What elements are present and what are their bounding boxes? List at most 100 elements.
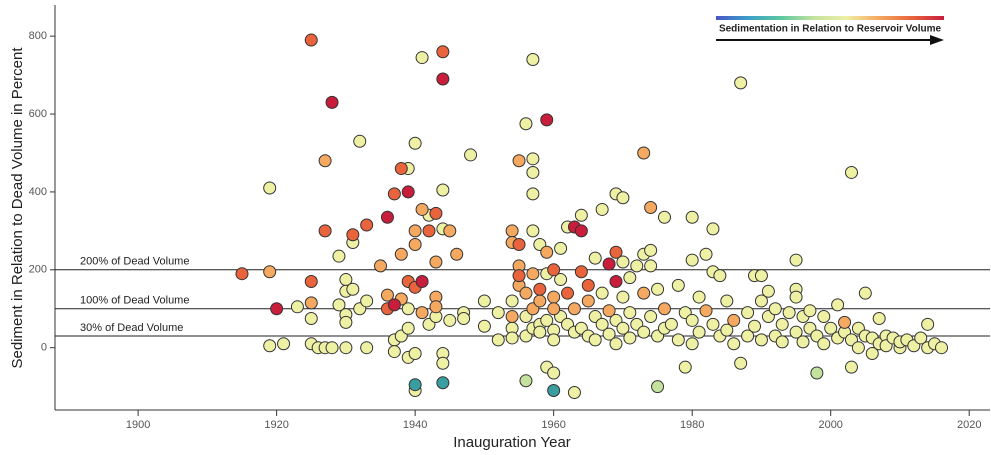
data-point (491, 306, 505, 320)
data-point (803, 304, 817, 318)
data-point (616, 321, 630, 335)
data-point (602, 304, 616, 318)
data-point (699, 304, 713, 318)
data-point (519, 117, 533, 131)
reference-label: 100% of Dead Volume (80, 295, 189, 307)
data-point (692, 290, 706, 304)
data-point (436, 45, 450, 59)
data-point (921, 317, 935, 331)
data-point (526, 53, 540, 67)
data-point (346, 228, 360, 242)
data-point (685, 337, 699, 351)
data-point (374, 259, 388, 273)
data-point (401, 185, 415, 199)
data-point (692, 325, 706, 339)
data-point (616, 290, 630, 304)
data-point (477, 319, 491, 333)
data-point (872, 311, 886, 325)
data-point (844, 360, 858, 374)
data-point (678, 360, 692, 374)
data-point (844, 165, 858, 179)
data-point (561, 286, 575, 300)
data-point (533, 325, 547, 339)
data-point (623, 331, 637, 345)
data-point (685, 210, 699, 224)
data-point (235, 267, 249, 281)
data-point (748, 319, 762, 333)
data-point (277, 337, 291, 351)
data-point (595, 202, 609, 216)
data-point (754, 294, 768, 308)
data-point (754, 333, 768, 347)
x-tick-label: 2020 (957, 419, 981, 431)
data-point (581, 294, 595, 308)
data-point (727, 337, 741, 351)
data-point (290, 300, 304, 314)
data-point (415, 51, 429, 65)
data-point (540, 245, 554, 259)
data-point (526, 152, 540, 166)
data-point (609, 274, 623, 288)
data-point (547, 290, 561, 304)
data-point (443, 313, 457, 327)
data-point (415, 202, 429, 216)
data-point (616, 191, 630, 205)
data-point (304, 296, 318, 310)
data-point (380, 288, 394, 302)
data-point (408, 136, 422, 150)
data-point (637, 325, 651, 339)
data-point (512, 237, 526, 251)
data-point (554, 241, 568, 255)
x-tick-label: 1900 (126, 419, 150, 431)
data-point (706, 317, 720, 331)
data-point (595, 317, 609, 331)
data-point (436, 356, 450, 370)
y-tick-label: 200 (29, 264, 47, 276)
reference-label: 200% of Dead Volume (80, 256, 189, 268)
data-point (623, 306, 637, 320)
data-point (595, 286, 609, 300)
data-point (408, 237, 422, 251)
data-point (796, 335, 810, 349)
data-point (838, 315, 852, 329)
data-point (304, 274, 318, 288)
data-point (304, 311, 318, 325)
data-point (318, 224, 332, 238)
data-point (457, 311, 471, 325)
data-point (741, 306, 755, 320)
data-point (526, 267, 540, 281)
data-point (810, 366, 824, 380)
y-tick-label: 600 (29, 108, 47, 120)
y-tick-label: 400 (29, 186, 47, 198)
data-point (394, 247, 408, 261)
data-point (408, 224, 422, 238)
data-point (436, 72, 450, 86)
data-point (380, 210, 394, 224)
data-point (533, 294, 547, 308)
data-point (429, 206, 443, 220)
data-point (651, 380, 665, 394)
data-point (332, 298, 346, 312)
data-point (346, 282, 360, 296)
data-point (817, 310, 831, 324)
data-point (360, 341, 374, 355)
data-point (685, 253, 699, 267)
data-point (304, 33, 318, 47)
data-point (865, 347, 879, 361)
data-point (734, 356, 748, 370)
data-point (637, 146, 651, 160)
data-point (706, 222, 720, 236)
data-point (554, 273, 568, 287)
data-point (415, 274, 429, 288)
data-point (824, 321, 838, 335)
data-point (401, 302, 415, 316)
data-point (360, 294, 374, 308)
data-point (415, 306, 429, 320)
data-point (644, 259, 658, 273)
data-point (671, 333, 685, 347)
data-point (387, 187, 401, 201)
data-point (609, 337, 623, 351)
data-point (720, 294, 734, 308)
data-point (505, 331, 519, 345)
